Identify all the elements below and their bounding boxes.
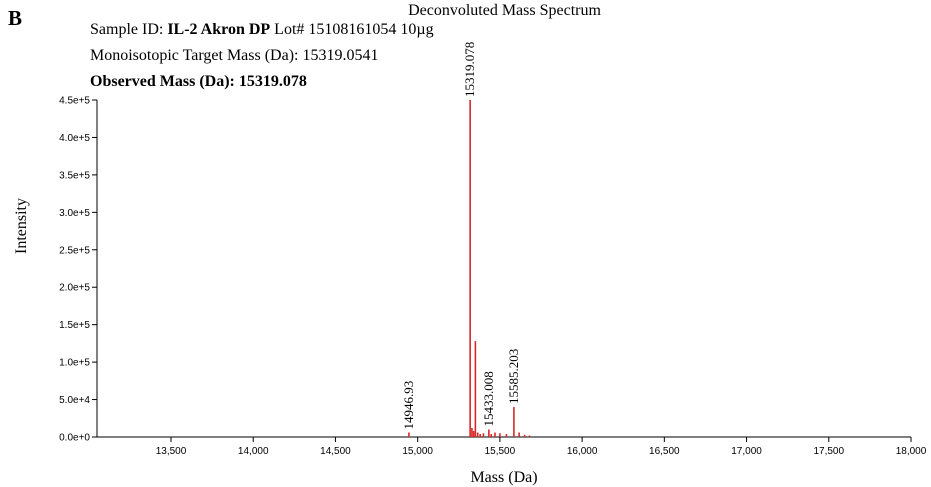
panel-label: B [8,6,23,30]
y-tick-label: 2.5e+5 [59,245,90,256]
x-tick-label: 17,000 [731,446,762,457]
x-tick-label: 18,000 [896,446,927,457]
peak-annotations: 14946.93 15319.078 15433.008 15585.203 [401,42,521,430]
x-tick-label: 16,000 [567,446,598,457]
sample-id-prefix: Sample ID: [90,21,168,38]
x-tick-label: 17,500 [813,446,844,457]
x-tick-label: 16,500 [649,446,680,457]
sample-id-line: Sample ID: IL-2 Akron DP Lot# 1510816105… [90,21,434,39]
x-tick-label: 15,000 [402,446,433,457]
y-tick-label: 1.5e+5 [59,320,90,331]
chart-title: Deconvoluted Mass Spectrum [408,2,601,19]
target-mass-line: Monoisotopic Target Mass (Da): 15319.054… [90,47,379,64]
x-tick-label: 15,500 [485,446,516,457]
y-tick-label: 3.5e+5 [59,170,90,181]
sample-id-value: IL-2 Akron DP [167,21,271,38]
y-tick-label: 1.0e+5 [59,358,90,369]
observed-mass-line: Observed Mass (Da): 15319.078 [90,73,307,90]
spectrum-peaks [408,100,531,437]
y-tick-label: 4.5e+5 [59,96,90,107]
peak-label: 14946.93 [401,381,416,430]
peak-label: 15433.008 [481,371,496,426]
y-tick-label: 3.0e+5 [59,208,90,219]
peak-label: 15319.078 [462,42,477,97]
y-axis: 0.0e+0 5.0e+4 1.0e+5 1.5e+5 2.0e+5 2.5e+5 3.0e… [59,96,98,444]
x-axis-title: Mass (Da) [470,469,537,486]
y-tick-label: 0.0e+0 [59,433,90,444]
y-tick-label: 5.0e+4 [59,395,90,406]
y-tick-label: 4.0e+5 [59,133,90,144]
lot-text: Lot# 15108161054 10µg [270,21,434,38]
x-tick-label: 14,000 [238,446,269,457]
y-axis-title: Intensity [13,198,30,254]
peak-label: 15585.203 [506,349,521,404]
x-axis: 13,500 14,000 14,500 15,000 15,500 16,000 16,5… [97,436,927,457]
x-tick-label: 14,500 [320,446,351,457]
y-tick-label: 2.0e+5 [59,283,90,294]
x-tick-label: 13,500 [156,446,187,457]
